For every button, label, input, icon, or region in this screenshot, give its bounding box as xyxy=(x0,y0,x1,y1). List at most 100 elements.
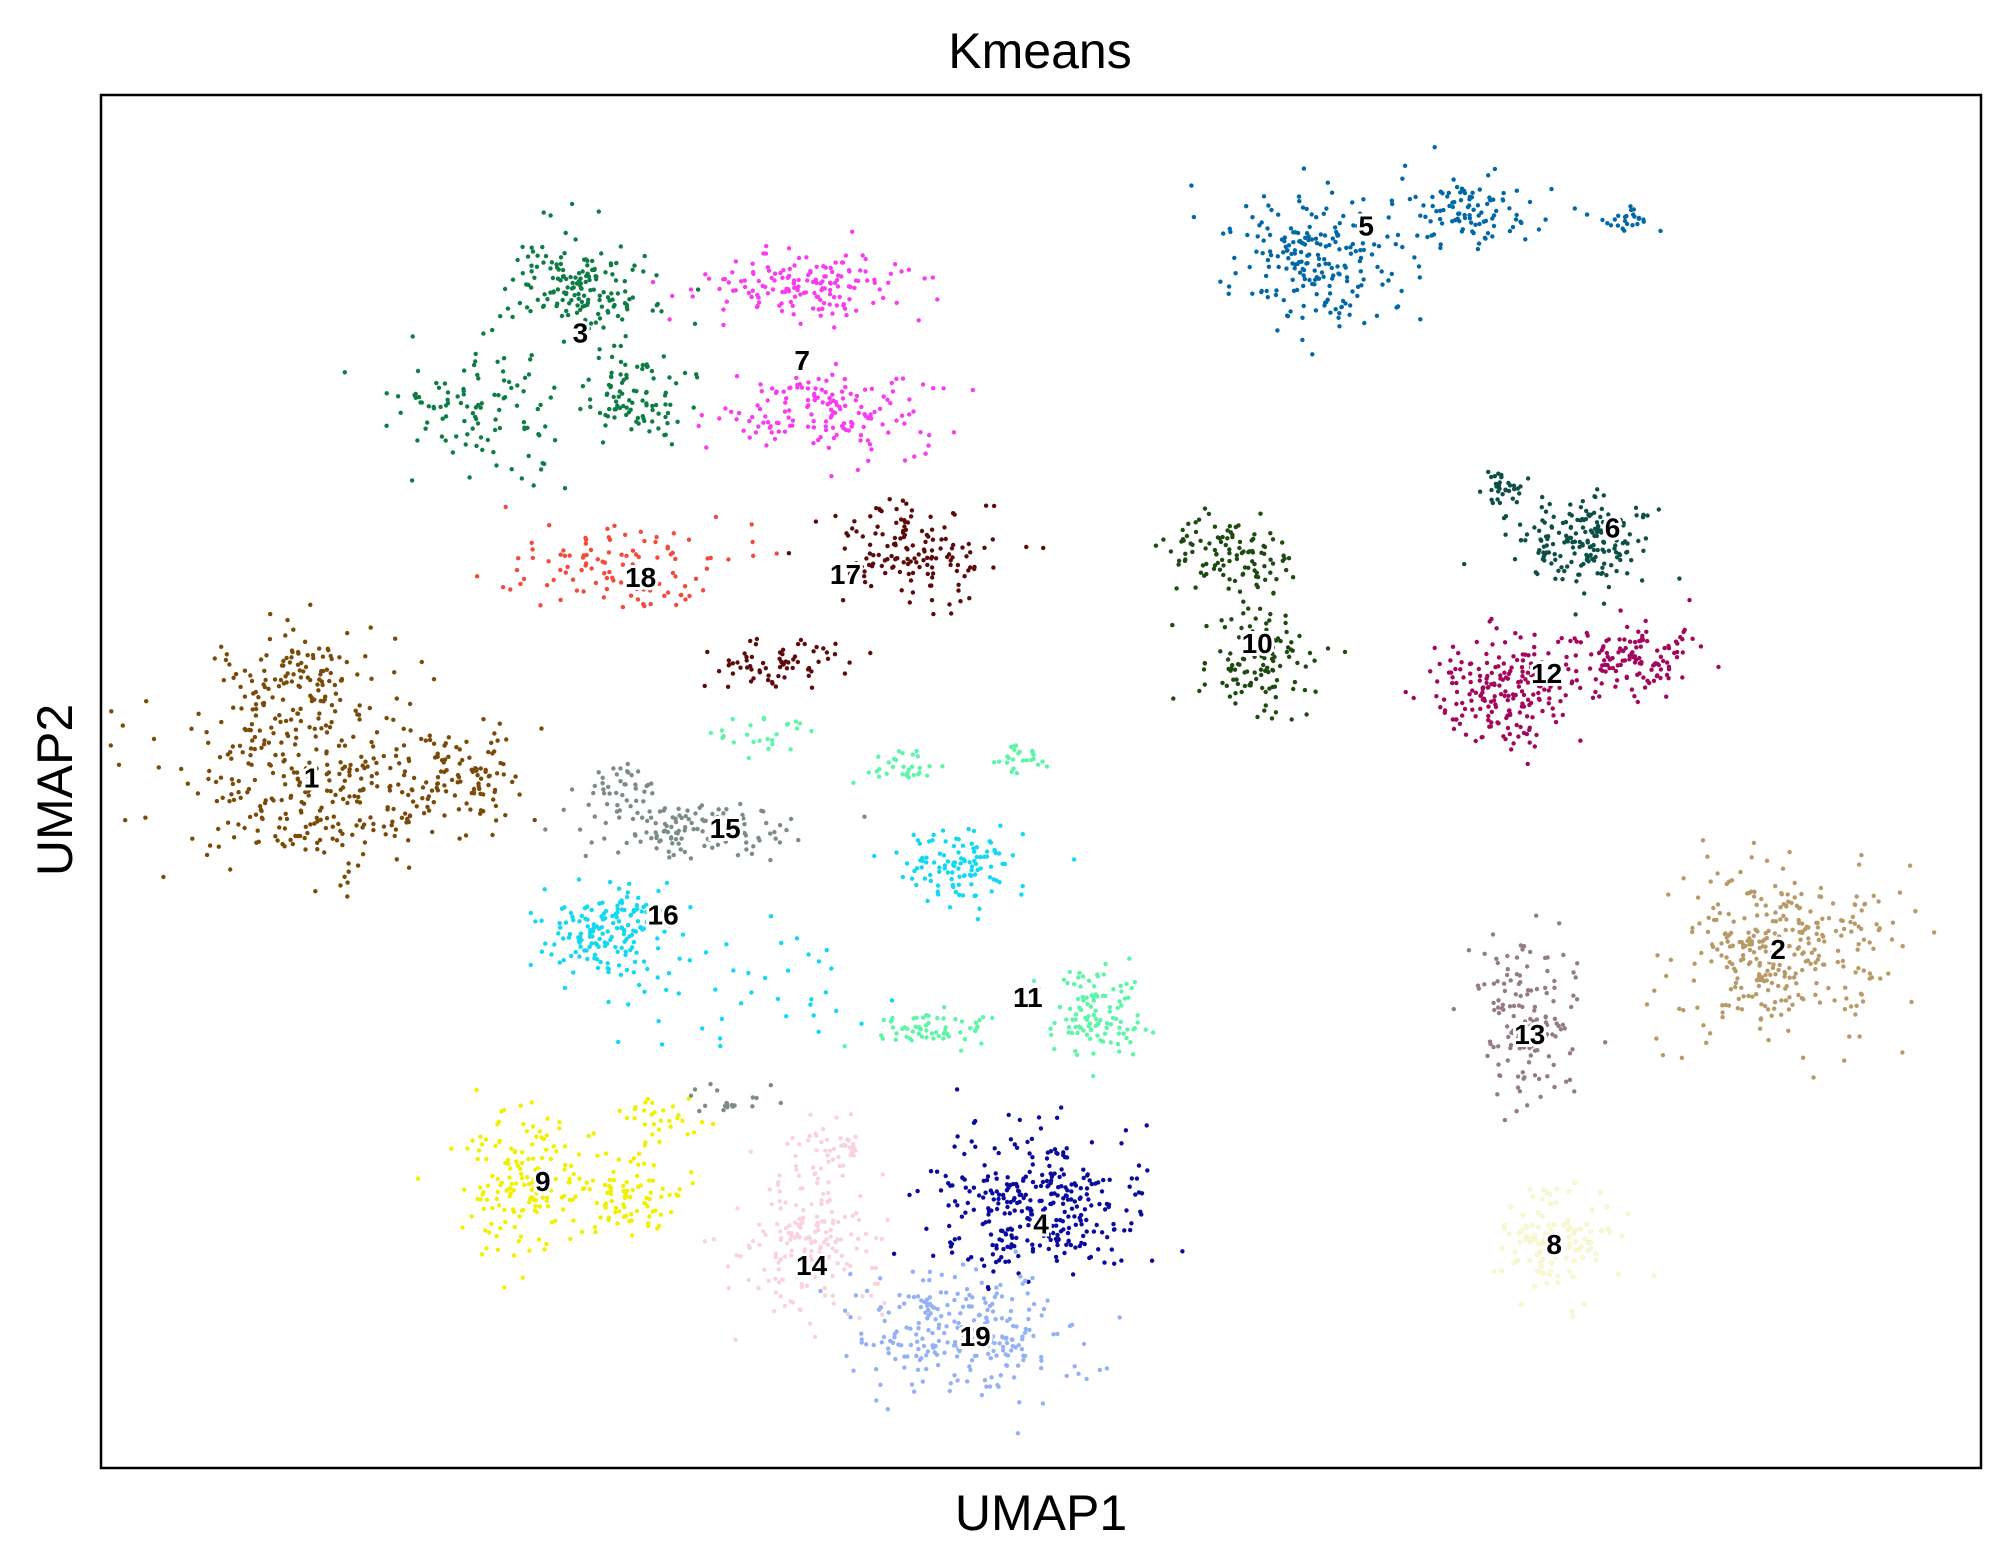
point-cluster-14 xyxy=(777,1189,782,1194)
point-cluster-10 xyxy=(1196,517,1202,522)
point-cluster-12 xyxy=(1610,665,1616,671)
point-cluster-6 xyxy=(1592,526,1598,531)
point-cluster-10 xyxy=(1260,685,1265,691)
point-cluster-4 xyxy=(1038,1183,1044,1189)
point-cluster-1 xyxy=(327,725,333,730)
point-cluster-5 xyxy=(1360,221,1366,226)
point-cluster-4 xyxy=(1006,1259,1012,1264)
point-cluster-3 xyxy=(609,354,615,360)
point-cluster-15 xyxy=(773,836,778,841)
point-cluster-3 xyxy=(541,210,546,215)
point-cluster-18 xyxy=(474,574,480,579)
point-cluster-8 xyxy=(1528,1187,1533,1192)
point-cluster-17 xyxy=(914,560,919,565)
point-cluster-17 xyxy=(902,524,907,529)
point-cluster-7 xyxy=(724,299,729,304)
point-cluster-14 xyxy=(806,1235,812,1240)
point-cluster-9 xyxy=(545,1204,551,1209)
point-cluster-16 xyxy=(975,867,980,873)
point-cluster-7 xyxy=(792,263,797,268)
point-cluster-1 xyxy=(248,728,253,733)
point-cluster-17 xyxy=(921,547,927,552)
point-cluster-9 xyxy=(476,1148,482,1153)
point-cluster-4 xyxy=(1099,1189,1105,1194)
point-cluster-9 xyxy=(497,1203,502,1208)
point-cluster-3 xyxy=(496,393,501,398)
point-cluster-11 xyxy=(1100,993,1106,999)
point-cluster-12 xyxy=(1454,689,1460,695)
point-cluster-5 xyxy=(1292,266,1297,271)
point-cluster-5 xyxy=(1485,201,1490,207)
point-cluster-1 xyxy=(387,788,393,793)
point-cluster-12 xyxy=(1496,655,1502,660)
point-cluster-15 xyxy=(777,840,783,845)
point-cluster-15 xyxy=(716,807,721,812)
point-cluster-10 xyxy=(1183,551,1188,556)
point-cluster-14 xyxy=(807,1321,813,1326)
point-cluster-10 xyxy=(1190,542,1195,547)
point-cluster-8 xyxy=(1539,1264,1544,1269)
point-cluster-5 xyxy=(1337,247,1342,252)
point-cluster-2 xyxy=(1806,936,1811,941)
point-cluster-1 xyxy=(248,746,254,751)
point-cluster-11 xyxy=(770,738,775,743)
point-cluster-3 xyxy=(471,362,477,368)
point-cluster-4 xyxy=(928,1169,934,1174)
point-cluster-13 xyxy=(1476,986,1482,991)
point-cluster-17 xyxy=(773,684,779,689)
point-cluster-1 xyxy=(206,740,211,745)
point-cluster-3 xyxy=(440,416,445,421)
point-cluster-7 xyxy=(787,266,792,272)
point-cluster-13 xyxy=(1502,1117,1508,1123)
point-cluster-2 xyxy=(1815,957,1821,962)
point-cluster-12 xyxy=(1450,680,1455,686)
point-cluster-1 xyxy=(196,711,201,716)
point-cluster-16 xyxy=(549,952,554,957)
point-cluster-5 xyxy=(1292,248,1298,253)
point-cluster-19 xyxy=(992,1341,997,1346)
point-cluster-15 xyxy=(650,791,655,796)
point-cluster-14 xyxy=(826,1190,831,1196)
point-cluster-4 xyxy=(1119,1141,1124,1146)
point-cluster-4 xyxy=(1133,1192,1138,1197)
point-cluster-7 xyxy=(912,454,917,459)
point-cluster-16 xyxy=(655,936,660,941)
point-cluster-1 xyxy=(249,762,254,767)
point-cluster-18 xyxy=(634,586,639,592)
point-cluster-17 xyxy=(885,543,890,549)
point-cluster-11 xyxy=(1104,1021,1110,1026)
point-cluster-9 xyxy=(660,1186,665,1192)
point-cluster-4 xyxy=(907,1192,912,1198)
point-cluster-4 xyxy=(1005,1204,1010,1210)
point-cluster-8 xyxy=(1569,1308,1575,1314)
point-cluster-4 xyxy=(986,1219,992,1224)
point-cluster-1 xyxy=(510,779,515,785)
point-cluster-12 xyxy=(1441,697,1447,702)
point-cluster-4 xyxy=(990,1252,996,1257)
point-cluster-6 xyxy=(1550,541,1556,547)
point-cluster-1 xyxy=(291,672,296,677)
point-cluster-8 xyxy=(1564,1255,1569,1261)
point-cluster-9 xyxy=(518,1166,523,1172)
point-cluster-6 xyxy=(1593,554,1598,560)
point-cluster-4 xyxy=(1042,1206,1048,1211)
point-cluster-18 xyxy=(544,583,550,588)
point-cluster-19 xyxy=(1027,1327,1032,1333)
point-cluster-7 xyxy=(798,321,803,326)
point-cluster-5 xyxy=(1430,203,1435,209)
point-cluster-1 xyxy=(303,847,308,852)
point-cluster-19 xyxy=(905,1354,910,1359)
point-cluster-16 xyxy=(578,931,583,936)
point-cluster-15 xyxy=(669,824,674,830)
point-cluster-19 xyxy=(914,1353,919,1359)
point-cluster-2 xyxy=(1697,921,1702,926)
point-cluster-2 xyxy=(1769,980,1775,986)
point-cluster-12 xyxy=(1506,708,1512,713)
point-cluster-17 xyxy=(825,656,831,661)
point-cluster-15 xyxy=(591,790,596,796)
point-cluster-12 xyxy=(1604,650,1610,656)
point-cluster-18 xyxy=(529,540,534,545)
point-cluster-17 xyxy=(894,520,899,525)
point-cluster-4 xyxy=(959,1214,965,1219)
point-cluster-9 xyxy=(508,1146,514,1151)
